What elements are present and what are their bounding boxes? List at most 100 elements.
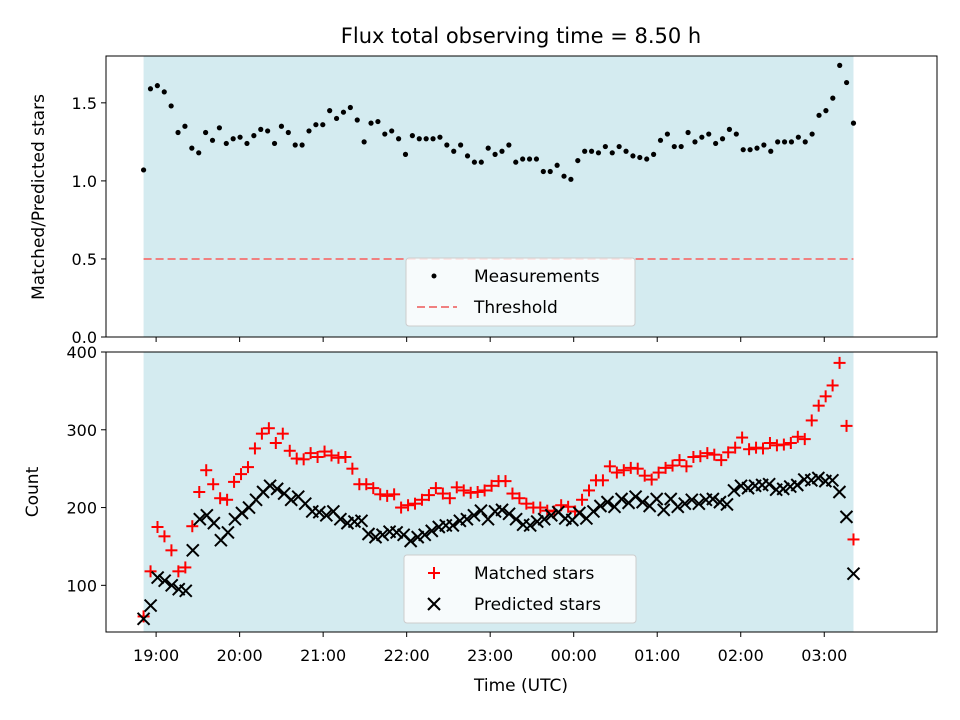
matched-star-point [736, 431, 749, 444]
predicted-star-point [312, 505, 327, 519]
predicted-star-point [207, 516, 221, 530]
predicted-star-point [263, 479, 277, 493]
measurement-point [451, 148, 457, 154]
legend-threshold-label: Threshold [473, 298, 558, 318]
matched-star-point [137, 610, 150, 623]
measurement-point [478, 159, 484, 165]
measurement-point [382, 131, 388, 137]
measurement-point [775, 139, 781, 145]
measurement-point [713, 140, 719, 147]
matched-star-point [388, 488, 401, 501]
measurement-point [809, 131, 815, 137]
measurement-point [140, 167, 147, 173]
predicted-star-point [143, 598, 158, 613]
matched-star-point [520, 497, 533, 510]
measurement-point [444, 142, 450, 148]
matched-star-point [729, 441, 742, 454]
bottom-y-axis-label: Count [23, 466, 43, 517]
measurement-point [409, 133, 415, 139]
predicted-star-point [825, 473, 840, 488]
matched-star-point [819, 390, 832, 403]
measurement-point [788, 139, 795, 145]
measurement-point [209, 137, 216, 143]
measurement-point [588, 148, 595, 154]
measurement-point [361, 139, 367, 145]
measurement-point [278, 123, 285, 129]
measurement-point [795, 134, 801, 140]
matched-star-point [784, 437, 797, 449]
measurement-point [237, 134, 243, 140]
matched-star-point [214, 492, 227, 505]
matched-star-point [680, 460, 693, 473]
measurement-point [265, 128, 271, 134]
top-y-tick-label: 0.5 [72, 250, 97, 269]
matched-star-point [478, 484, 491, 497]
measurement-point [733, 131, 739, 137]
matched-star-point [304, 447, 317, 460]
measurement-point [754, 145, 760, 151]
predicted-star-point [375, 528, 390, 542]
matched-star-point [499, 475, 512, 488]
predicted-star-point [361, 527, 376, 541]
matched-star-point [763, 437, 776, 449]
measurement-point [657, 137, 664, 143]
matched-star-point [694, 450, 707, 463]
measurement-point [189, 145, 195, 151]
measurement-point [492, 151, 498, 157]
matched-star-point [791, 430, 804, 443]
top-y-tick-label: 0.0 [72, 328, 97, 347]
matched-star-point [743, 443, 756, 456]
measurement-point [678, 143, 684, 150]
legend-measurements-marker [431, 273, 437, 279]
predicted-star-point [790, 478, 804, 492]
matched-star-point [798, 433, 811, 446]
matched-star-point [151, 521, 164, 533]
predicted-star-point [157, 573, 172, 588]
measurement-point [837, 62, 843, 68]
measurement-point [389, 128, 395, 134]
measurement-point [244, 140, 250, 147]
measurement-point [306, 128, 312, 134]
predicted-star-point [846, 566, 861, 581]
matched-star-point [708, 448, 721, 461]
measurement-point [354, 117, 360, 123]
measurement-point [623, 148, 629, 154]
matched-star-point [255, 427, 268, 440]
predicted-star-point [593, 499, 608, 513]
bottom-y-ticks: 100 200 300 400 [66, 343, 106, 595]
matched-star-point [576, 493, 589, 506]
top-x-ticks [155, 337, 825, 342]
measurement-point [850, 120, 857, 126]
measurement-point [320, 122, 326, 128]
x-tick-label: 23:00 [467, 646, 513, 665]
matched-star-point [283, 444, 296, 457]
matched-star-point [186, 520, 199, 533]
measurement-point [651, 151, 657, 157]
measurement-point [147, 86, 154, 92]
predicted-star-point [403, 534, 418, 548]
predicted-star-point [649, 492, 664, 506]
measurement-point [526, 156, 533, 162]
matched-star-point [436, 487, 449, 500]
matched-star-point [847, 533, 860, 546]
bottom-y-tick-label: 300 [66, 421, 97, 440]
matched-star-point [631, 462, 644, 475]
bottom-y-tick-label: 400 [66, 343, 97, 362]
measurement-point [216, 125, 222, 131]
x-axis-label: Time (UTC) [473, 676, 568, 696]
measurement-point [609, 150, 615, 156]
predicted-star-point [136, 612, 151, 626]
measurement-point [182, 123, 188, 129]
measurement-point [375, 118, 381, 125]
measurement-point [533, 156, 540, 162]
measurement-point [637, 154, 643, 161]
matched-star-point [429, 482, 442, 495]
top-y-tick-label: 1.5 [72, 94, 97, 113]
measurement-point [313, 122, 319, 128]
matched-star-point [596, 474, 609, 487]
predicted-star-point [657, 503, 671, 517]
measurement-point [616, 143, 622, 150]
matched-star-point [374, 488, 387, 501]
measurement-point [416, 136, 422, 142]
measurement-point [568, 176, 574, 182]
